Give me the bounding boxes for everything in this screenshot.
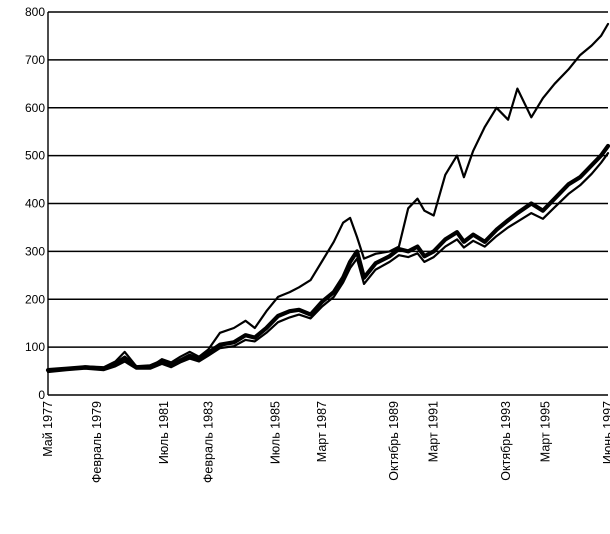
y-tick-label: 600 — [25, 101, 45, 115]
y-axis-tick-labels: 0 100 200 300 400 500 600 700 800 — [25, 5, 45, 402]
y-tick-label: 200 — [25, 292, 45, 306]
gridlines — [47, 11, 608, 396]
x-axis-tick-labels: Май 1977 Февраль 1979 Июль 1981 Февраль 198… — [41, 401, 610, 483]
x-tick-label: Март 1995 — [538, 401, 552, 462]
x-tick-label: Февраль 1979 — [90, 401, 104, 483]
series-line-2 — [45, 143, 610, 373]
series-line-3 — [46, 152, 610, 374]
y-tick-label: 700 — [25, 53, 45, 67]
y-tick-label: 800 — [25, 5, 45, 19]
x-tick-label: Март 1991 — [427, 401, 441, 462]
x-tick-label: Май 1977 — [41, 401, 55, 457]
x-tick-label: Июль 1981 — [157, 401, 171, 464]
y-tick-label: 400 — [25, 197, 45, 211]
x-tick-label: Март 1987 — [315, 401, 329, 462]
series-lines — [45, 22, 610, 374]
y-tick-label: 500 — [25, 149, 45, 163]
x-tick-label: Июнь 1997 — [601, 401, 610, 464]
y-tick-label: 300 — [25, 244, 45, 258]
x-tick-label: Октябрь 1993 — [499, 401, 513, 481]
x-tick-label: Июль 1985 — [269, 401, 283, 464]
x-tick-label: Октябрь 1989 — [387, 401, 401, 481]
x-tick-label: Февраль 1983 — [201, 401, 215, 483]
series-line-1 — [46, 22, 610, 373]
y-tick-label: 0 — [38, 388, 45, 402]
y-tick-label: 100 — [25, 340, 45, 354]
